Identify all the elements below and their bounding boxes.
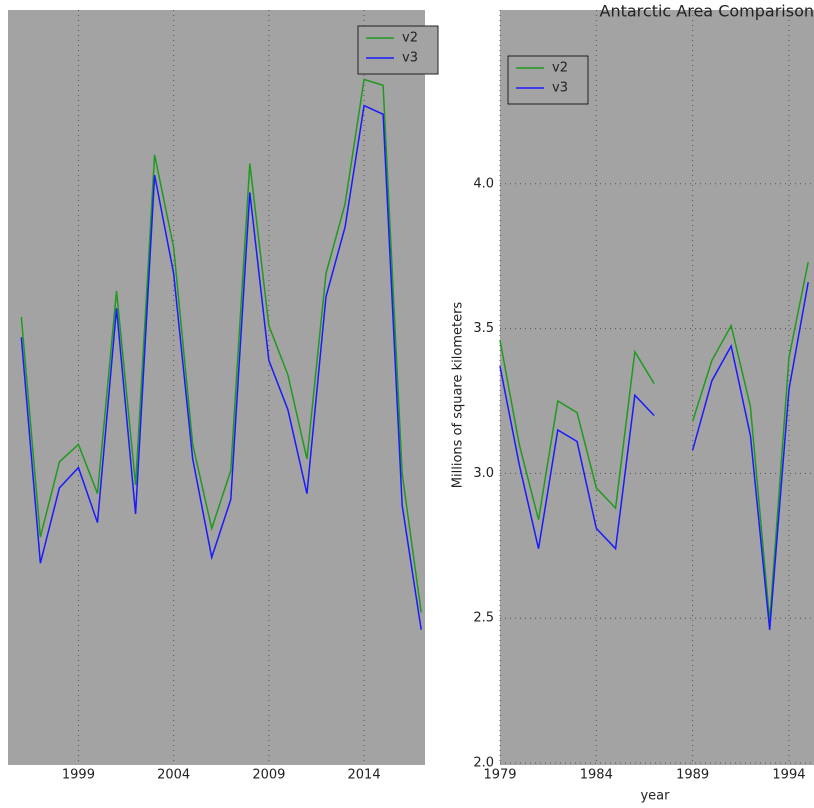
line-series — [20, 104, 422, 630]
legend-label: v2 — [552, 61, 568, 76]
right-plot-area — [500, 10, 814, 765]
x-tick-label: 1989 — [676, 768, 709, 783]
line-series — [499, 282, 809, 630]
y-axis-label: Millions of square kilometers — [451, 302, 466, 489]
chart-title: Antarctic Area Comparison — [600, 2, 814, 21]
x-tick-label: 2009 — [252, 768, 285, 783]
y-tick-label: 3.5 — [473, 321, 494, 336]
x-tick-label: 1999 — [62, 768, 95, 783]
x-tick-label: 1994 — [772, 768, 805, 783]
line-series — [499, 261, 809, 622]
legend-label: v2 — [402, 31, 418, 46]
x-tick-label: 1979 — [483, 768, 516, 783]
legend-label: v3 — [402, 51, 418, 66]
x-tick-label: 2004 — [157, 768, 190, 783]
x-tick-label: 1984 — [580, 768, 613, 783]
y-tick-label: 2.5 — [473, 611, 494, 626]
legend-box — [357, 25, 439, 75]
x-tick-label: 2014 — [348, 768, 381, 783]
legend-label: v3 — [552, 81, 568, 96]
legend-box — [507, 55, 589, 105]
line-series — [20, 78, 422, 613]
y-tick-label: 3.0 — [473, 466, 494, 481]
left-plot-area — [8, 10, 425, 765]
x-axis-label: year — [640, 789, 670, 804]
y-tick-label: 2.0 — [473, 756, 494, 771]
y-tick-label: 4.0 — [473, 176, 494, 191]
